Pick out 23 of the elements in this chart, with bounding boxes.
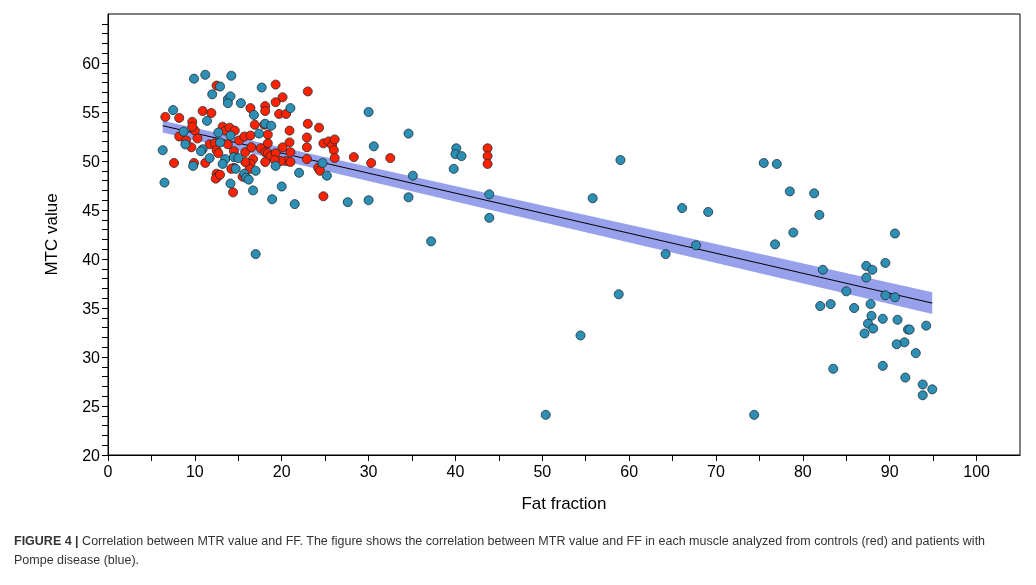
y-tick-label: 55 (82, 103, 101, 121)
y-tick-label: 30 (82, 348, 101, 366)
caption: FIGURE 4 | Correlation between MTR value and FF. The figure shows the correlation between MTR value and FF in each muscle analyzed from controls (red) and patients with Pompe disease (blue). (14, 533, 987, 569)
y-tick-label: 20 (82, 446, 101, 464)
y-tick-label: 60 (82, 54, 101, 72)
y-tick-label: 25 (82, 397, 101, 415)
x-tick-label: 90 (880, 462, 899, 480)
x-tick-label: 10 (185, 462, 204, 480)
x-tick-label: 80 (793, 462, 812, 480)
x-tick-label: 50 (533, 462, 552, 480)
x-tick-label: 0 (103, 462, 113, 480)
x-tick-label: 100 (963, 462, 991, 480)
x-tick-label: 30 (359, 462, 378, 480)
x-axis-title: Fat fraction (521, 494, 607, 513)
x-tick-label: 70 (707, 462, 725, 480)
y-tick-label: 50 (82, 152, 101, 170)
y-tick-label: 35 (82, 299, 101, 317)
y-tick-label: 40 (82, 250, 101, 268)
x-tick-label: 40 (446, 462, 465, 480)
y-tick-label: 45 (82, 201, 101, 219)
x-tick-label: 60 (620, 462, 639, 480)
y-axis-title: MTC value (42, 193, 61, 276)
x-tick-label: 20 (272, 462, 291, 480)
